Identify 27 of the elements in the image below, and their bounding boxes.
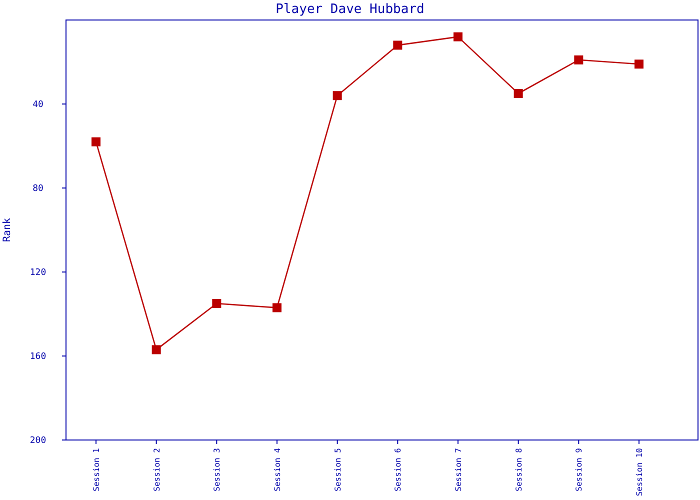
y-axis-title: Rank	[2, 218, 13, 242]
x-tick-label: Session 4	[273, 448, 282, 492]
point	[393, 40, 402, 50]
point	[332, 91, 342, 100]
x-tick-label: Session 1	[92, 448, 101, 492]
y-tick-label: 80	[32, 184, 44, 194]
point	[514, 89, 523, 98]
x-tick-label: Session 3	[212, 448, 222, 492]
chart-title: Player Dave Hubbard	[276, 2, 424, 17]
x-tick-label: Session 6	[394, 448, 403, 492]
point	[212, 299, 222, 308]
point	[454, 32, 462, 42]
point	[152, 345, 161, 354]
x-tick-label: Session 8	[514, 448, 524, 492]
x-tick-label: Session 2	[152, 448, 162, 492]
x-tick-label: Session 5	[333, 448, 342, 492]
x-tick-label: Session 10	[635, 448, 644, 496]
y-tick-label: 200	[30, 436, 46, 446]
x-tick-label: Session 9	[574, 448, 584, 492]
y-tick-label: 120	[30, 268, 46, 278]
point	[92, 137, 100, 146]
point	[272, 303, 282, 312]
x-tick-label: Session 7	[454, 448, 463, 492]
point	[574, 55, 584, 64]
y-tick-label: 40	[32, 100, 44, 110]
point	[634, 60, 644, 69]
y-tick-label: 160	[30, 352, 46, 362]
